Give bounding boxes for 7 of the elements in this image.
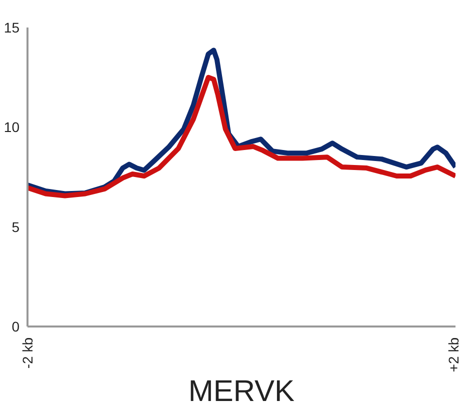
x-tick-label: -2 kb [20, 337, 36, 369]
y-tick-label: 5 [12, 218, 20, 235]
y-tick-label: 10 [4, 119, 20, 136]
x-axis-title: MERVK [188, 375, 295, 408]
y-tick-label: 0 [12, 318, 20, 334]
y-tick-label: 15 [4, 20, 20, 36]
x-tick-label: +2 kb [446, 337, 461, 372]
